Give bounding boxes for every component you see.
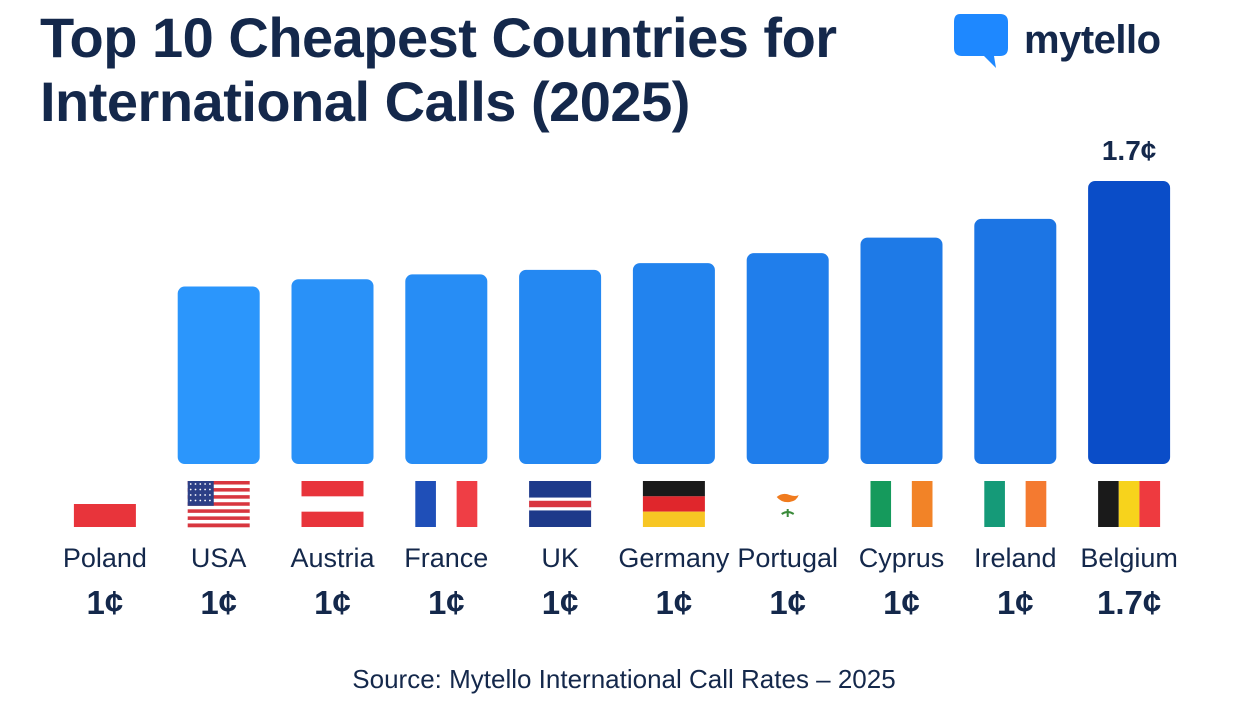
country-label: Belgium <box>1080 543 1178 573</box>
country-label: Cyprus <box>859 543 945 573</box>
austria-flag-icon <box>301 481 364 527</box>
value-label: 1¢ <box>656 584 693 621</box>
brand-name: mytello <box>1024 17 1161 62</box>
france-flag-icon <box>415 481 478 527</box>
bar-germany <box>632 263 715 464</box>
usa-flag-icon <box>187 481 250 528</box>
value-label: 1¢ <box>997 584 1034 621</box>
source-note: Source: Mytello International Call Rates… <box>352 664 896 694</box>
poland-flag-icon <box>73 481 136 527</box>
bar-portugal <box>746 253 829 464</box>
bar-austria <box>291 279 374 464</box>
uk-flag-icon <box>529 481 592 527</box>
country-label: Ireland <box>974 543 1057 573</box>
speech-bubble-icon <box>954 14 1008 68</box>
bar-belgium <box>1088 181 1171 464</box>
value-label: 1.7¢ <box>1097 584 1161 621</box>
value-label: 1¢ <box>87 584 124 621</box>
country-label: Poland <box>63 543 147 573</box>
bar-chart: Poland 1¢ USA 1¢ Austria 1¢ France 1¢ UK 1¢ German… <box>63 135 1178 621</box>
country-label: UK <box>541 543 579 573</box>
title-line-2: International Calls (2025) <box>40 70 690 133</box>
country-label: Portugal <box>737 543 838 573</box>
bar-top-value-label: 1.7¢ <box>1102 135 1157 166</box>
value-label: 1¢ <box>769 584 806 621</box>
bar-poland <box>63 289 146 464</box>
bar-cyprus <box>860 237 943 464</box>
value-label: 1¢ <box>200 584 237 621</box>
value-label: 1¢ <box>314 584 351 621</box>
cyprus-flag-icon <box>870 481 933 527</box>
country-label: USA <box>191 543 247 573</box>
germany-flag-icon <box>642 481 705 527</box>
country-label: France <box>404 543 488 573</box>
title-line-1: Top 10 Cheapest Countries for <box>40 6 837 69</box>
bar-france <box>405 274 488 464</box>
value-label: 1¢ <box>428 584 465 621</box>
country-label: Austria <box>290 543 375 573</box>
bar-uk <box>519 269 602 464</box>
portugal-flag-icon <box>756 481 819 527</box>
value-label: 1¢ <box>542 584 579 621</box>
country-label: Germany <box>618 543 730 573</box>
brand-logo: mytello <box>950 10 1161 70</box>
chart-title: Top 10 Cheapest Countries for Internatio… <box>40 6 920 134</box>
bar-ireland <box>974 218 1057 464</box>
belgium-flag-icon <box>1098 481 1161 527</box>
ireland-flag-icon <box>984 481 1047 527</box>
value-label: 1¢ <box>883 584 920 621</box>
bar-usa <box>177 286 260 464</box>
